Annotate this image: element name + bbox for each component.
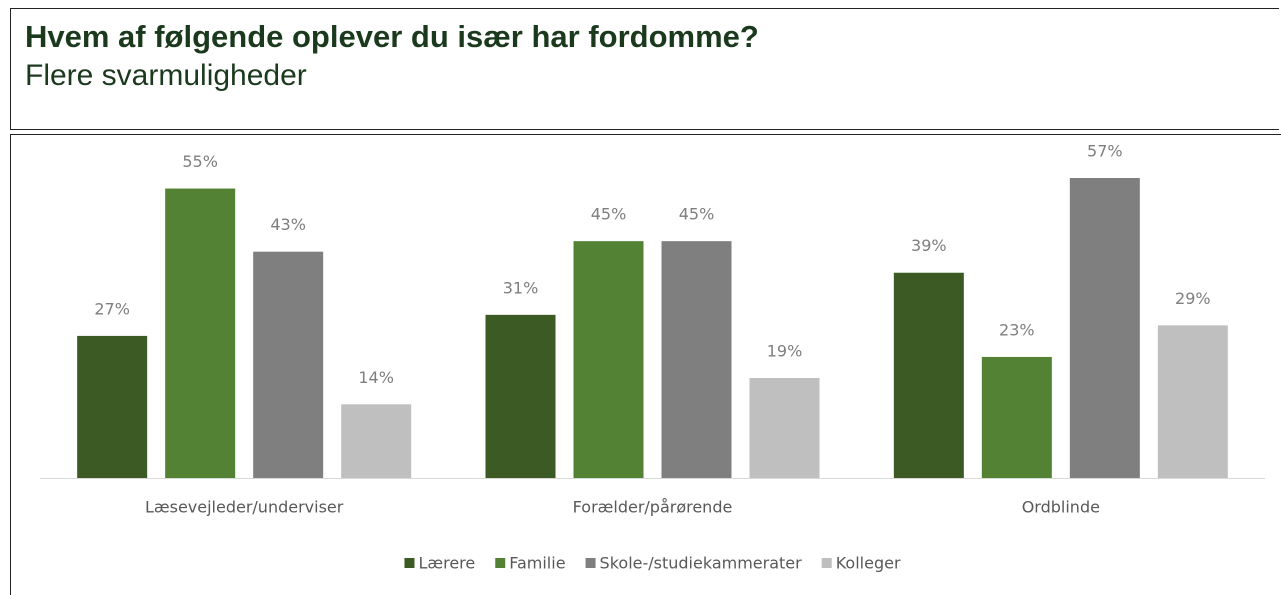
- legend-swatch: [495, 558, 506, 568]
- legend-label: Lærere: [418, 554, 475, 573]
- legend-label: Kolleger: [836, 554, 901, 573]
- bar: [253, 251, 324, 478]
- bar: [749, 378, 820, 478]
- bar: [77, 335, 148, 478]
- bar: [485, 314, 556, 478]
- data-label: 45%: [591, 205, 627, 224]
- data-label: 39%: [911, 236, 947, 255]
- x-tick-label: Forælder/pårørende: [573, 498, 733, 517]
- x-tick-label: Læsevejleder/underviser: [145, 498, 344, 517]
- data-label: 29%: [1175, 289, 1211, 308]
- bar: [661, 241, 732, 478]
- legend-label: Familie: [509, 554, 565, 573]
- data-label: 19%: [767, 342, 803, 361]
- bar: [893, 272, 964, 478]
- data-label: 55%: [182, 152, 218, 171]
- legend-label: Skole-/studiekammerater: [600, 554, 803, 573]
- header: Hvem af følgende oplever du især har for…: [10, 8, 1279, 130]
- chart-title: Hvem af følgende oplever du især har for…: [25, 19, 759, 54]
- data-label: 27%: [94, 299, 130, 318]
- x-tick-label: Ordblinde: [1022, 498, 1100, 517]
- bar: [1157, 325, 1228, 478]
- legend-swatch: [585, 558, 596, 568]
- legend-swatch: [404, 558, 415, 568]
- bar: [573, 241, 644, 478]
- bar: [1069, 178, 1140, 478]
- data-label: 57%: [1087, 142, 1123, 161]
- bar: [981, 356, 1052, 478]
- data-label: 14%: [358, 368, 394, 387]
- chart-subtitle: Flere svarmuligheder: [25, 59, 307, 92]
- data-label: 45%: [679, 205, 715, 224]
- data-label: 23%: [999, 320, 1035, 339]
- bar: [165, 188, 236, 479]
- bar: [341, 404, 412, 478]
- data-label: 43%: [270, 215, 306, 234]
- data-label: 31%: [503, 278, 539, 297]
- legend-swatch: [821, 558, 832, 568]
